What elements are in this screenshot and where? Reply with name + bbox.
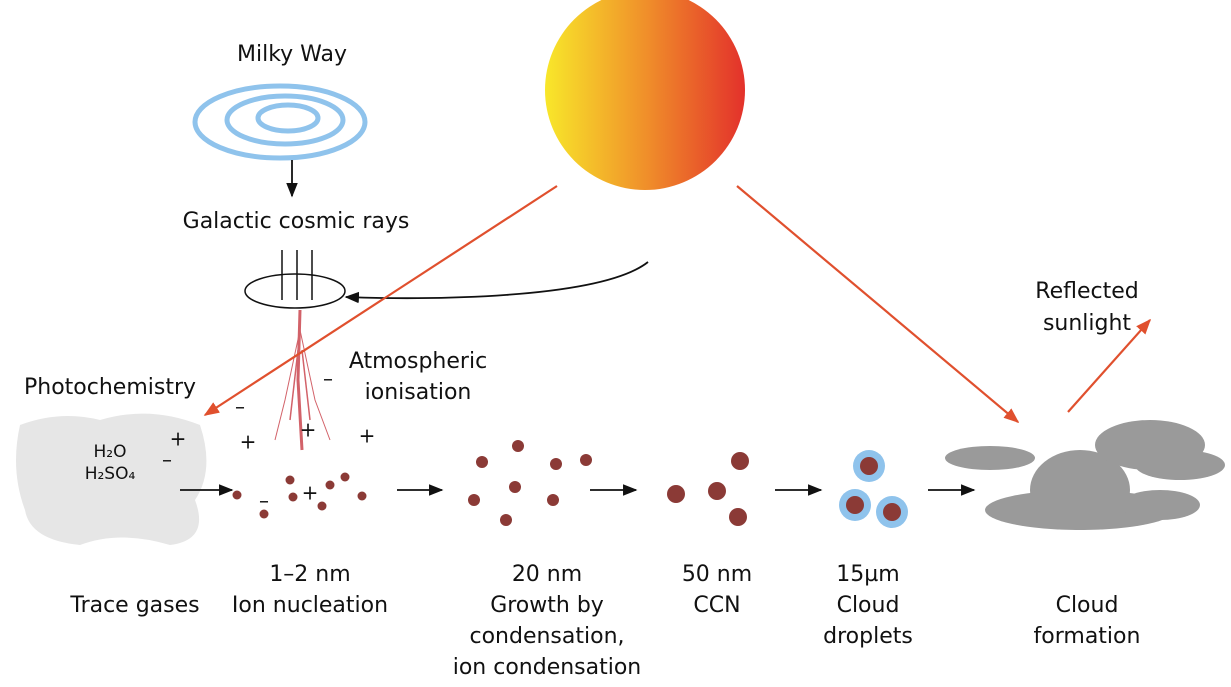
particle bbox=[667, 485, 685, 503]
particle bbox=[476, 456, 488, 468]
stage-label: formation bbox=[1034, 624, 1141, 649]
label: sunlight bbox=[1043, 311, 1131, 336]
particle bbox=[708, 482, 726, 500]
sunlight-ray bbox=[736, 185, 1020, 423]
charge: – bbox=[162, 448, 172, 472]
stage-label: 50 nm bbox=[682, 562, 752, 587]
stage-label: ion condensation bbox=[453, 655, 642, 680]
label: Reflected bbox=[1035, 279, 1138, 304]
particle bbox=[468, 494, 480, 506]
stage-label: 20 nm bbox=[512, 562, 582, 587]
gas-cloud bbox=[16, 413, 207, 545]
particle bbox=[357, 491, 367, 501]
particle bbox=[340, 472, 350, 482]
charge: – bbox=[323, 367, 333, 391]
charge: + bbox=[302, 481, 319, 505]
particle bbox=[512, 440, 524, 452]
particle bbox=[317, 501, 327, 511]
charge: – bbox=[235, 395, 245, 419]
stage-label: droplets bbox=[823, 624, 913, 649]
stage-label: 15µm bbox=[836, 562, 899, 587]
label: Galactic cosmic rays bbox=[183, 209, 410, 234]
stage-label: condensation, bbox=[469, 624, 624, 649]
particle bbox=[325, 480, 335, 490]
sun bbox=[545, 0, 745, 190]
particle bbox=[550, 458, 562, 470]
charge: + bbox=[240, 430, 257, 454]
charge: + bbox=[359, 424, 376, 448]
particle bbox=[288, 492, 298, 502]
stage-label: Ion nucleation bbox=[232, 593, 388, 618]
charge: + bbox=[300, 418, 317, 442]
stage-label: Cloud bbox=[1056, 593, 1119, 618]
particle bbox=[509, 481, 521, 493]
label: Photochemistry bbox=[24, 375, 196, 400]
droplet-core bbox=[883, 503, 901, 521]
cloud bbox=[945, 420, 1225, 530]
detector bbox=[244, 250, 346, 309]
droplet-core bbox=[860, 457, 878, 475]
particle bbox=[731, 452, 749, 470]
molecule: H₂O bbox=[94, 442, 127, 462]
charge: + bbox=[170, 427, 187, 451]
particle bbox=[285, 475, 295, 485]
stage-label: Trace gases bbox=[69, 593, 199, 618]
label: Milky Way bbox=[237, 42, 347, 67]
ionisation-trail bbox=[274, 309, 331, 451]
particle bbox=[580, 454, 592, 466]
stage-label: Cloud bbox=[837, 593, 900, 618]
particle bbox=[547, 494, 559, 506]
particle bbox=[259, 509, 269, 519]
particle bbox=[500, 514, 512, 526]
label: Atmospheric bbox=[349, 349, 487, 374]
stage-label: 1–2 nm bbox=[269, 562, 350, 587]
particle bbox=[729, 508, 747, 526]
stage-label: CCN bbox=[693, 593, 740, 618]
molecule: H₂SO₄ bbox=[85, 464, 136, 484]
milky-way-icon bbox=[192, 83, 368, 161]
charge: – bbox=[259, 489, 269, 513]
particle bbox=[232, 490, 242, 500]
reflected-ray bbox=[1067, 318, 1152, 413]
arrow bbox=[344, 261, 649, 304]
sunlight-ray bbox=[203, 185, 558, 416]
stage-label: Growth by bbox=[490, 593, 604, 618]
droplet-core bbox=[846, 496, 864, 514]
label: ionisation bbox=[365, 380, 472, 405]
